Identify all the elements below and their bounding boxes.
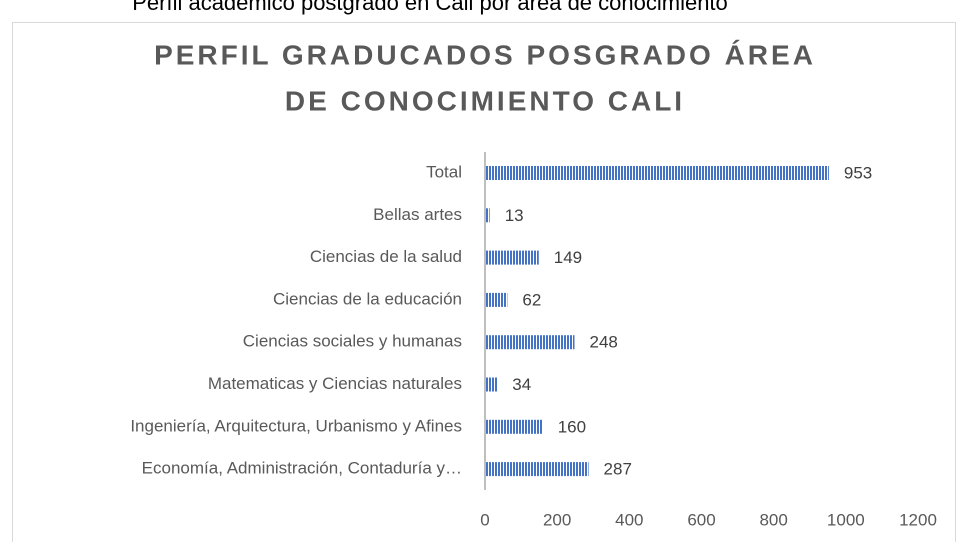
y-tick-label: Ingeniería, Arquitectura, Urbanismo y Af…: [130, 416, 462, 435]
y-tick-label: Economía, Administración, Contaduría y…: [142, 459, 462, 478]
data-label: 953: [844, 163, 872, 182]
bar: [485, 250, 539, 265]
data-label: 62: [522, 290, 541, 309]
data-label: 149: [554, 248, 582, 267]
x-tick-label: 800: [759, 510, 787, 529]
y-tick-label: Ciencias de la salud: [310, 247, 462, 266]
bar: [485, 335, 575, 350]
bar: [485, 208, 490, 223]
caption: Perfil académico postgrado en Cali por á…: [132, 0, 728, 15]
chart-title: PERFIL GRADUCADOS POSGRADO ÁREA: [154, 39, 816, 70]
bar: [485, 377, 498, 392]
data-label: 34: [512, 375, 531, 394]
y-tick-label: Total: [426, 162, 462, 181]
data-label: 287: [604, 460, 632, 479]
data-label: 13: [505, 206, 524, 225]
data-label: 248: [589, 333, 617, 352]
y-tick-label: Bellas artes: [373, 205, 462, 224]
data-label: 160: [558, 417, 586, 436]
chart-title: DE CONOCIMIENTO CALI: [285, 85, 685, 116]
x-tick-label: 1200: [899, 510, 937, 529]
bar: [485, 166, 829, 180]
y-tick-label: Ciencias sociales y humanas: [243, 332, 462, 351]
y-tick-label: Matematicas y Ciencias naturales: [208, 374, 462, 393]
x-tick-label: 1000: [827, 510, 865, 529]
y-tick-label: Ciencias de la educación: [273, 289, 462, 308]
bar: [485, 419, 543, 434]
chart: PERFIL GRADUCADOS POSGRADO ÁREA DE CONOCI…: [130, 39, 937, 529]
x-tick-label: 0: [480, 510, 489, 529]
bar: [485, 462, 589, 477]
chart-frame: [12, 22, 956, 542]
x-tick-label: 200: [543, 510, 571, 529]
x-tick-label: 600: [687, 510, 715, 529]
x-tick-label: 400: [615, 510, 643, 529]
bar: [485, 292, 508, 307]
